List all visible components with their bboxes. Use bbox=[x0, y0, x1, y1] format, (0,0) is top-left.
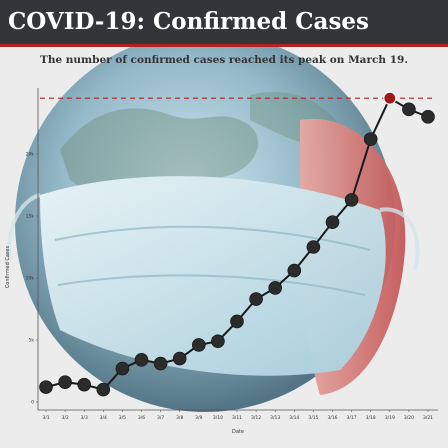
chart-axes bbox=[37, 88, 438, 411]
x-tick-label: 3/17 bbox=[347, 415, 357, 421]
data-point-marker bbox=[325, 215, 340, 229]
globe-land-shape bbox=[60, 108, 259, 198]
x-tick-label: 3/7 bbox=[157, 415, 164, 421]
x-tick-label: 3/20 bbox=[404, 415, 414, 421]
data-point-marker bbox=[287, 263, 302, 278]
x-tick-label: 3/10 bbox=[213, 415, 223, 421]
x-tick-label: 3/19 bbox=[385, 415, 395, 421]
x-axis-ticks: 3/1 3/2 3/3 3/4 3/5 3/6 3/7 3/8 3/9 3/10 3/11 3/12 3… bbox=[42, 410, 433, 421]
chart-subtitle: The number of confirmed cases reached it… bbox=[40, 54, 408, 66]
y-tick-label: 15k bbox=[26, 214, 35, 220]
data-point-marker bbox=[115, 361, 130, 376]
data-point-marker bbox=[58, 375, 72, 389]
y-tick-label: 10k bbox=[26, 276, 35, 282]
x-tick-label: 3/11 bbox=[232, 415, 242, 421]
x-tick-label: 3/16 bbox=[327, 415, 337, 421]
y-axis-label-container: Confirmed Cases bbox=[2, 190, 14, 350]
data-point-marker bbox=[230, 314, 244, 329]
x-tick-label: 3/1 bbox=[42, 415, 49, 421]
mask-fold-line bbox=[54, 225, 371, 251]
x-tick-label: 3/3 bbox=[81, 415, 88, 421]
data-point-marker bbox=[306, 240, 321, 254]
data-point-marker bbox=[249, 292, 263, 306]
data-point-marker bbox=[344, 193, 359, 207]
x-tick-label: 3/4 bbox=[100, 415, 107, 421]
x-tick-label: 3/18 bbox=[366, 415, 376, 421]
data-point-marker bbox=[96, 382, 111, 397]
y-axis-ticks: 0 5k 10k 15k 20k bbox=[26, 152, 38, 406]
peak-point-marker bbox=[383, 91, 397, 105]
x-tick-label: 3/12 bbox=[251, 415, 261, 421]
data-point-marker bbox=[192, 338, 206, 352]
data-point-marker bbox=[363, 132, 378, 146]
x-tick-label: 3/9 bbox=[195, 415, 202, 421]
mask-strap-line bbox=[379, 207, 420, 271]
x-tick-label: 3/5 bbox=[119, 415, 126, 421]
mask-fold-line bbox=[57, 274, 366, 296]
x-tick-label: 3/8 bbox=[176, 415, 183, 421]
x-tick-label: 3/15 bbox=[308, 415, 318, 421]
x-tick-label: 3/21 bbox=[423, 415, 433, 421]
series-markers bbox=[39, 91, 435, 397]
data-point-marker bbox=[153, 356, 168, 371]
data-point-marker bbox=[211, 334, 225, 349]
data-point-marker bbox=[402, 102, 416, 117]
data-point-marker bbox=[172, 351, 187, 366]
data-point-marker bbox=[268, 281, 283, 295]
x-tick-label: 3/6 bbox=[138, 415, 145, 421]
title-divider bbox=[0, 44, 448, 47]
data-point-marker bbox=[134, 353, 149, 367]
y-tick-label: 5k bbox=[29, 338, 35, 344]
x-axis-label: Date bbox=[232, 429, 244, 435]
data-point-marker bbox=[421, 110, 435, 124]
x-tick-label: 3/14 bbox=[289, 415, 299, 421]
x-tick-label: 3/2 bbox=[61, 415, 68, 421]
y-axis-label: Confirmed Cases bbox=[5, 245, 11, 289]
globe-illustration bbox=[7, 32, 420, 412]
y-tick-label: 0 bbox=[31, 400, 34, 406]
x-tick-label: 3/13 bbox=[270, 415, 280, 421]
data-point-marker bbox=[77, 377, 91, 392]
mask-strap-line bbox=[7, 193, 41, 261]
data-point-marker bbox=[39, 380, 53, 394]
page-title: COVID-19: Confirmed Cases bbox=[0, 0, 448, 44]
y-tick-label: 20k bbox=[26, 152, 35, 158]
